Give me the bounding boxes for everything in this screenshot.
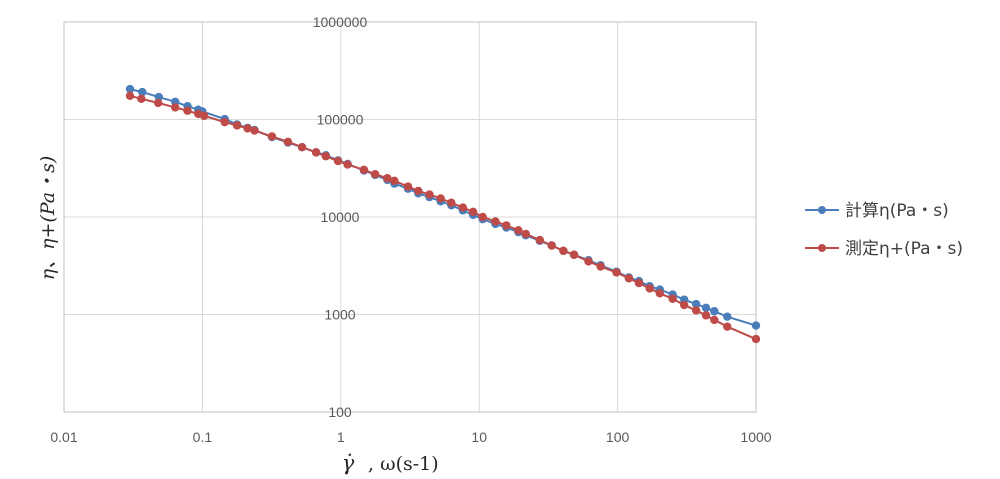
data-point [701,311,711,320]
x-tick-label: 100 [606,429,630,445]
x-axis-title-text: , ω(s-1) [368,453,439,475]
x-tick-label: 0.1 [193,429,213,445]
legend-swatch-calculated-marker [818,206,826,214]
data-point [547,241,556,250]
data-point [596,262,605,271]
y-tick-label: 100 [328,404,352,420]
data-point [679,300,689,310]
y-tick-label: 1000 [324,307,355,323]
data-point [383,174,392,183]
legend-item-calculated: 計算η(Pa・s) [805,201,949,221]
data-point [297,142,307,152]
series-layer [125,84,761,344]
data-point [333,156,343,166]
data-point [436,194,445,203]
data-point [491,217,500,226]
data-point [125,84,135,94]
data-point [458,203,468,212]
data-point [390,176,399,186]
data-point [514,226,523,235]
data-point [521,229,530,239]
data-point [153,98,163,108]
data-point [723,322,732,331]
data-point [283,137,293,147]
legend: 計算η(Pa・s) 測定η+(Pa・s) [805,201,963,259]
data-point [691,299,701,309]
y-axis-ticks: 100 1000 10000 100000 1000000 [313,14,368,420]
x-tick-label: 0.01 [50,429,77,445]
data-point [691,306,701,315]
data-point [751,334,761,344]
series-measured [125,91,761,344]
data-point [403,182,413,191]
x-axis-title-symbol: γ̇ [342,451,355,475]
data-point [425,190,434,199]
x-tick-label: 1 [337,429,345,445]
y-tick-label: 100000 [317,112,364,128]
data-point [199,111,209,121]
data-point [751,321,761,330]
data-point [138,87,147,97]
legend-label-calculated: 計算η(Pa・s) [845,201,949,221]
x-axis-ticks: 0.01 0.1 1 10 100 1000 [50,429,771,445]
data-point [370,169,380,179]
data-point [612,268,621,277]
data-point [243,124,252,133]
data-point [645,284,654,293]
y-tick-label: 1000000 [313,14,368,30]
data-point [250,126,259,135]
data-point [321,152,331,161]
data-point [723,312,732,321]
legend-item-measured: 測定η+(Pa・s) [805,239,963,259]
data-point [447,198,456,207]
legend-swatch-measured-marker [818,244,826,252]
series-line [129,94,757,340]
data-point [125,91,135,101]
data-point [232,121,242,130]
data-point [535,235,544,245]
data-point [171,103,180,112]
data-point [655,289,664,298]
data-point [311,148,321,157]
data-point [343,160,352,169]
data-point [710,307,719,316]
legend-label-measured: 測定η+(Pa・s) [845,239,963,259]
data-point [668,294,677,303]
data-point [183,106,192,115]
data-point [478,212,487,222]
y-tick-label: 10000 [321,209,360,225]
data-point [137,94,146,104]
data-point [710,315,719,325]
data-point [414,186,423,196]
data-point [502,221,511,230]
data-point [468,207,478,217]
x-tick-label: 1000 [740,429,771,445]
data-point [701,303,711,313]
data-point [220,117,229,127]
data-point [624,274,634,283]
data-point [634,278,644,288]
x-tick-label: 10 [471,429,487,445]
data-point [559,246,568,256]
x-axis-title: γ̇ , ω(s-1) [342,451,439,475]
plot-area-border [63,21,757,413]
data-point [359,165,369,174]
data-point [584,257,593,266]
y-axis-title: η、η+(Pa・s) [37,156,59,281]
data-point [267,132,277,141]
data-point [569,250,579,259]
